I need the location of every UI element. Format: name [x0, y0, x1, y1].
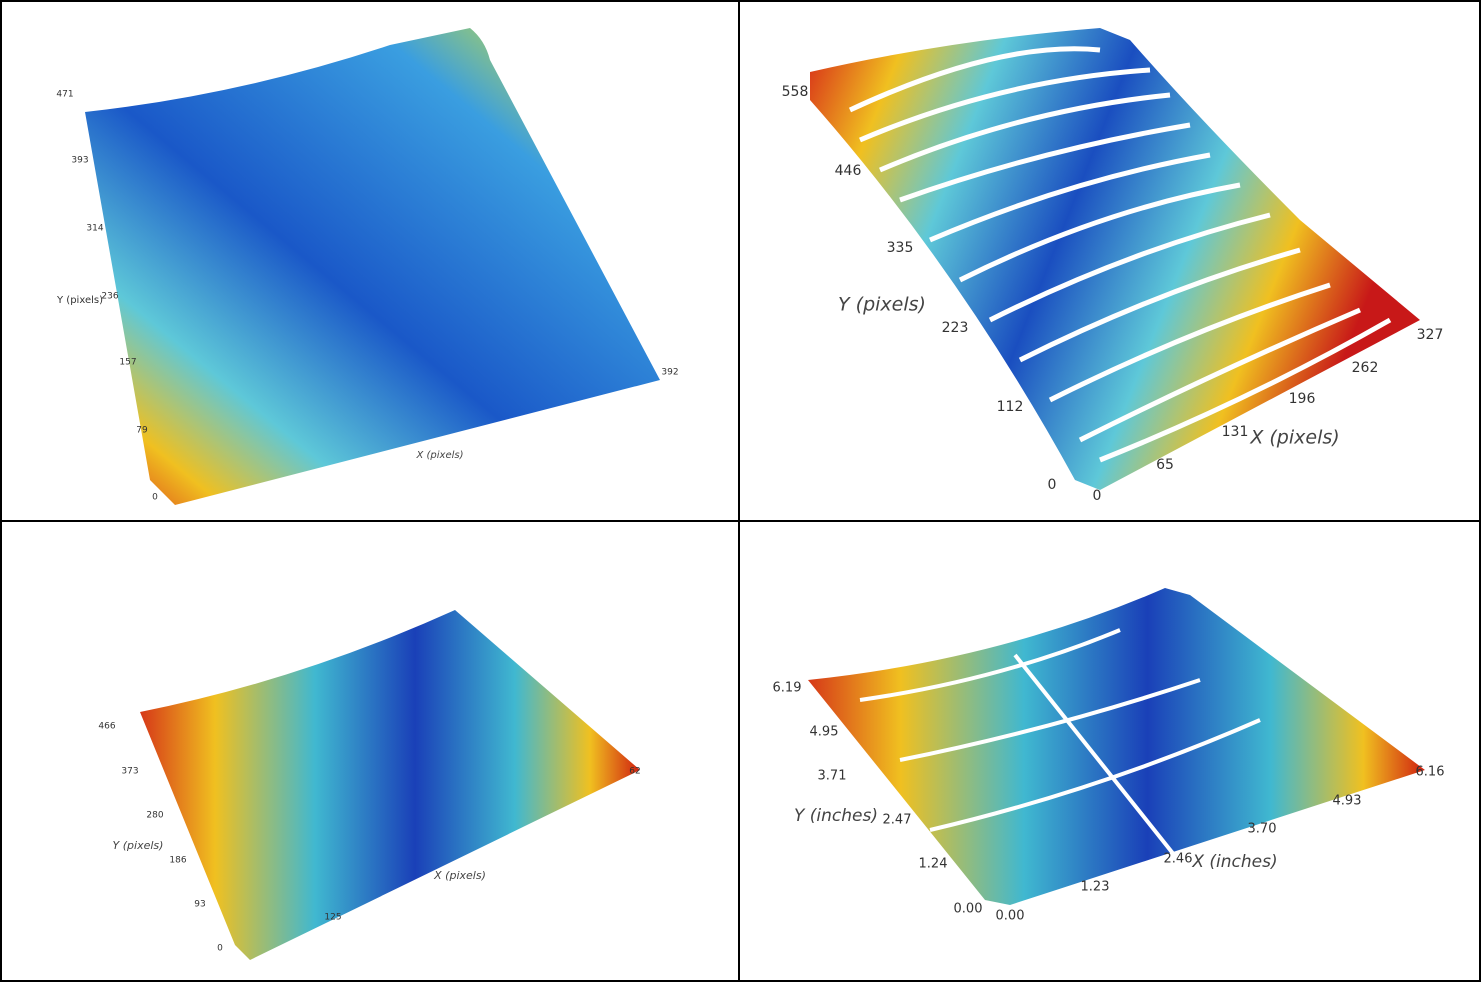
- y-tick-label: 0.00: [954, 902, 983, 917]
- x-tick-label: 392: [661, 368, 678, 378]
- x-tick-label: 196: [1289, 391, 1316, 407]
- x-tick-label: 0: [1093, 488, 1102, 504]
- x-tick-label: 65: [1156, 457, 1174, 473]
- y-tick-label: 0: [217, 944, 223, 954]
- x-axis-label: X (inches): [1191, 852, 1277, 872]
- y-tick-label: 93: [194, 900, 205, 910]
- x-tick-label: 262: [1352, 360, 1379, 376]
- y-tick-label: 157: [119, 358, 136, 368]
- y-tick-label: 186: [169, 856, 186, 866]
- y-tick-label: 2.47: [883, 813, 912, 828]
- y-tick-label: 446: [835, 163, 862, 179]
- surface: [140, 610, 640, 960]
- x-tick-label: 0.00: [996, 909, 1025, 924]
- y-tick-label: 471: [56, 90, 73, 100]
- y-tick-label: 112: [997, 399, 1024, 415]
- y-tick-label: 79: [136, 426, 148, 436]
- y-tick-label: 558: [782, 84, 809, 100]
- y-tick-label: 0: [1048, 477, 1057, 493]
- x-tick-label: 6.16: [1416, 765, 1445, 780]
- y-axis-label: Y (pixels): [56, 295, 103, 306]
- y-axis-label: Y (pixels): [113, 839, 164, 852]
- y-axis-label: Y (pixels): [838, 294, 926, 316]
- y-tick-label: 466: [98, 722, 115, 732]
- x-tick-label: 2.46: [1164, 852, 1193, 867]
- x-tick-label: 327: [1417, 327, 1444, 343]
- y-tick-label: 236: [101, 292, 118, 302]
- y-tick-label: 223: [942, 320, 969, 336]
- y-axis-label: Y (inches): [794, 806, 878, 826]
- x-axis-label: X (pixels): [1249, 427, 1339, 449]
- y-tick-label: 280: [146, 811, 163, 821]
- y-tick-label: 1.24: [919, 857, 948, 872]
- y-tick-label: 6.19: [773, 681, 802, 696]
- x-tick-label: 125: [324, 913, 341, 923]
- y-tick-label: 335: [887, 240, 914, 256]
- x-axis-label: X (pixels): [415, 450, 463, 461]
- x-tick-label: 3.70: [1248, 822, 1277, 837]
- x-tick-label: 4.93: [1333, 794, 1362, 809]
- y-tick-label: 393: [71, 156, 88, 166]
- y-tick-label: 0: [152, 493, 158, 503]
- y-tick-label: 3.71: [818, 769, 847, 784]
- x-tick-label: 131: [1222, 424, 1249, 440]
- x-axis-label: X (pixels): [433, 869, 486, 882]
- y-tick-label: 314: [86, 224, 103, 234]
- surface: [85, 28, 660, 505]
- y-tick-label: 4.95: [810, 725, 839, 740]
- x-tick-label: 62: [629, 767, 640, 777]
- surface: [808, 588, 1425, 905]
- figure: 471 393 314 236 157 79 0 392 Y (pixels) X (pixels…: [0, 0, 1481, 982]
- x-tick-label: 1.23: [1081, 880, 1110, 895]
- y-tick-label: 373: [121, 767, 138, 777]
